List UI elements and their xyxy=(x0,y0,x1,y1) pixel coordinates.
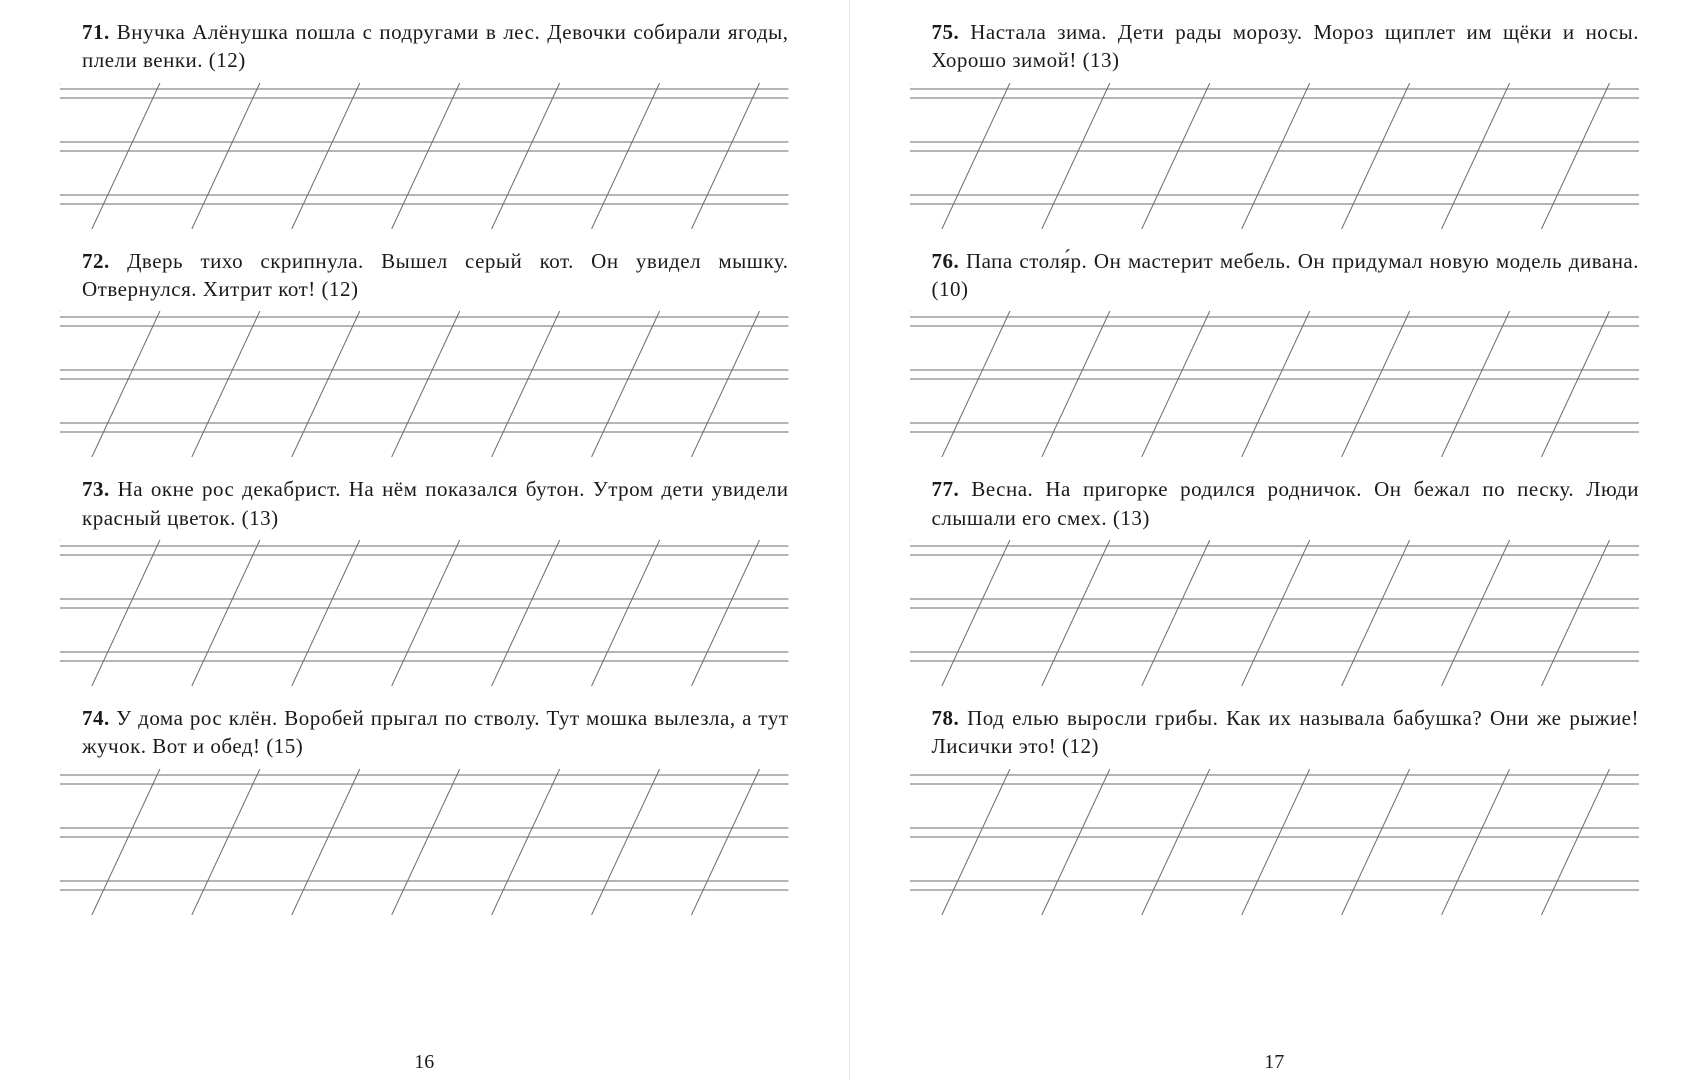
writing-area xyxy=(910,769,1640,915)
exercise-number: 78. xyxy=(932,706,960,730)
exercise-prompt: 76. Папа столя́р. Он мастерит мебель. Он… xyxy=(910,247,1640,304)
exercise-prompt: 78. Под елью выросли грибы. Как их назыв… xyxy=(910,704,1640,761)
exercise-number: 76. xyxy=(932,249,960,273)
exercise-73: 73. На окне рос декабрист. На нём показа… xyxy=(60,475,789,686)
writing-area xyxy=(910,311,1640,457)
exercise-prompt: 77. Весна. На пригорке родился родничок.… xyxy=(910,475,1640,532)
exercise-prompt: 72. Дверь тихо скрипнула. Вышел серый ко… xyxy=(60,247,789,304)
exercise-prompt: 75. Настала зима. Дети рады морозу. Моро… xyxy=(910,18,1640,75)
page-number-left: 16 xyxy=(0,1051,849,1074)
exercise-text: Дверь тихо скрипнула. Вышел серый кот. О… xyxy=(82,249,789,301)
exercise-text: Настала зима. Дети рады морозу. Мороз щи… xyxy=(932,20,1640,72)
exercise-prompt: 73. На окне рос декабрист. На нём показа… xyxy=(60,475,789,532)
page-number-right: 17 xyxy=(850,1051,1699,1074)
exercise-text: Весна. На пригорке родился родничок. Он … xyxy=(932,477,1640,529)
exercise-number: 72. xyxy=(82,249,110,273)
exercise-text: Внучка Алёнушка пошла с подругами в лес.… xyxy=(82,20,789,72)
exercise-text: Под елью выросли грибы. Как их называла … xyxy=(932,706,1640,758)
writing-area xyxy=(910,540,1640,686)
exercise-text: На окне рос декабрист. На нём показался … xyxy=(82,477,789,529)
writing-area xyxy=(60,83,789,229)
exercise-text: Папа столя́р. Он мастерит мебель. Он при… xyxy=(932,249,1640,301)
exercise-75: 75. Настала зима. Дети рады морозу. Моро… xyxy=(910,18,1640,229)
exercise-number: 77. xyxy=(932,477,960,501)
exercise-number: 73. xyxy=(82,477,110,501)
writing-area xyxy=(60,769,789,915)
writing-area xyxy=(60,311,789,457)
exercise-prompt: 74. У дома рос клён. Воробей прыгал по с… xyxy=(60,704,789,761)
exercise-text: У дома рос клён. Воробей прыгал по ствол… xyxy=(82,706,789,758)
exercise-prompt: 71. Внучка Алёнушка пошла с подругами в … xyxy=(60,18,789,75)
writing-area xyxy=(910,83,1640,229)
exercise-78: 78. Под елью выросли грибы. Как их назыв… xyxy=(910,704,1640,915)
book-spread: 71. Внучка Алёнушка пошла с подругами в … xyxy=(0,0,1699,1080)
exercise-76: 76. Папа столя́р. Он мастерит мебель. Он… xyxy=(910,247,1640,458)
page-right: 75. Настала зима. Дети рады морозу. Моро… xyxy=(850,0,1699,1080)
exercise-77: 77. Весна. На пригорке родился родничок.… xyxy=(910,475,1640,686)
exercise-number: 71. xyxy=(82,20,110,44)
exercise-72: 72. Дверь тихо скрипнула. Вышел серый ко… xyxy=(60,247,789,458)
writing-area xyxy=(60,540,789,686)
exercise-number: 75. xyxy=(932,20,960,44)
exercise-71: 71. Внучка Алёнушка пошла с подругами в … xyxy=(60,18,789,229)
exercise-74: 74. У дома рос клён. Воробей прыгал по с… xyxy=(60,704,789,915)
page-left: 71. Внучка Алёнушка пошла с подругами в … xyxy=(0,0,850,1080)
exercise-number: 74. xyxy=(82,706,110,730)
